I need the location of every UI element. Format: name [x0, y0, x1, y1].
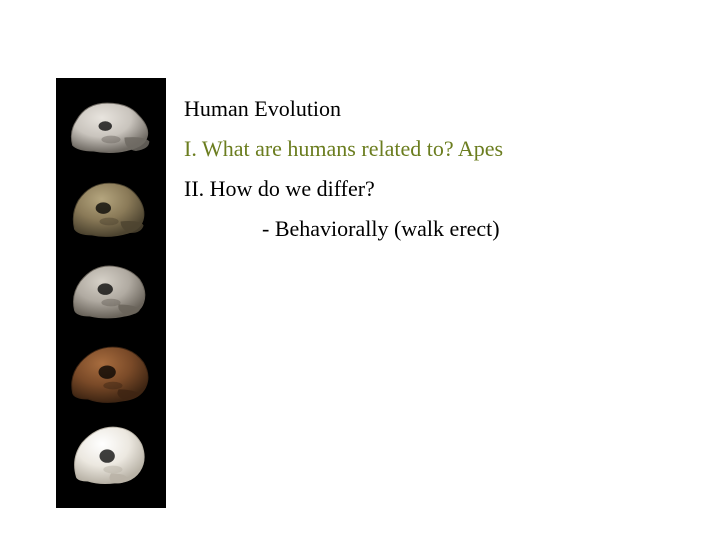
- section-1: I. What are humans related to? Apes: [184, 136, 684, 162]
- section-2-question: II. How do we differ?: [184, 176, 684, 202]
- bullet-behaviorally: - Behaviorally (walk erect): [262, 216, 684, 242]
- skull-evolution-column: [56, 78, 166, 508]
- slide-text-content: Human Evolution I. What are humans relat…: [184, 96, 684, 242]
- section-1-answer: Apes: [458, 136, 503, 161]
- skull-2-australopithecus: [65, 173, 157, 247]
- skull-1-ape: [65, 91, 157, 165]
- skull-3-homo-erectus: [65, 256, 157, 330]
- slide-title: Human Evolution: [184, 96, 684, 122]
- skull-5-modern-human: [65, 421, 157, 495]
- section-1-question: I. What are humans related to?: [184, 136, 454, 161]
- skull-4-neanderthal: [65, 339, 157, 413]
